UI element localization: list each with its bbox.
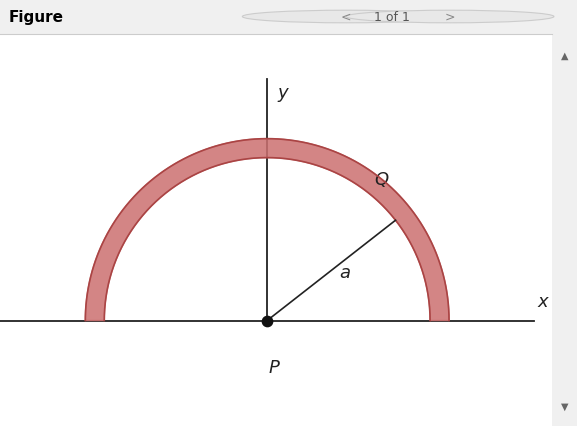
Text: >: > (445, 11, 455, 24)
Text: Figure: Figure (9, 10, 63, 25)
Text: Q: Q (374, 171, 388, 189)
Circle shape (242, 11, 450, 24)
Text: y: y (278, 83, 288, 101)
Point (263, 317, 272, 324)
Text: a: a (340, 264, 351, 282)
Circle shape (346, 11, 554, 24)
Text: x: x (538, 293, 549, 311)
Text: ▼: ▼ (561, 400, 568, 410)
Polygon shape (85, 139, 449, 321)
Text: <: < (341, 11, 351, 24)
Text: ▲: ▲ (561, 51, 568, 60)
Text: P: P (269, 359, 279, 377)
Text: 1 of 1: 1 of 1 (374, 11, 410, 24)
